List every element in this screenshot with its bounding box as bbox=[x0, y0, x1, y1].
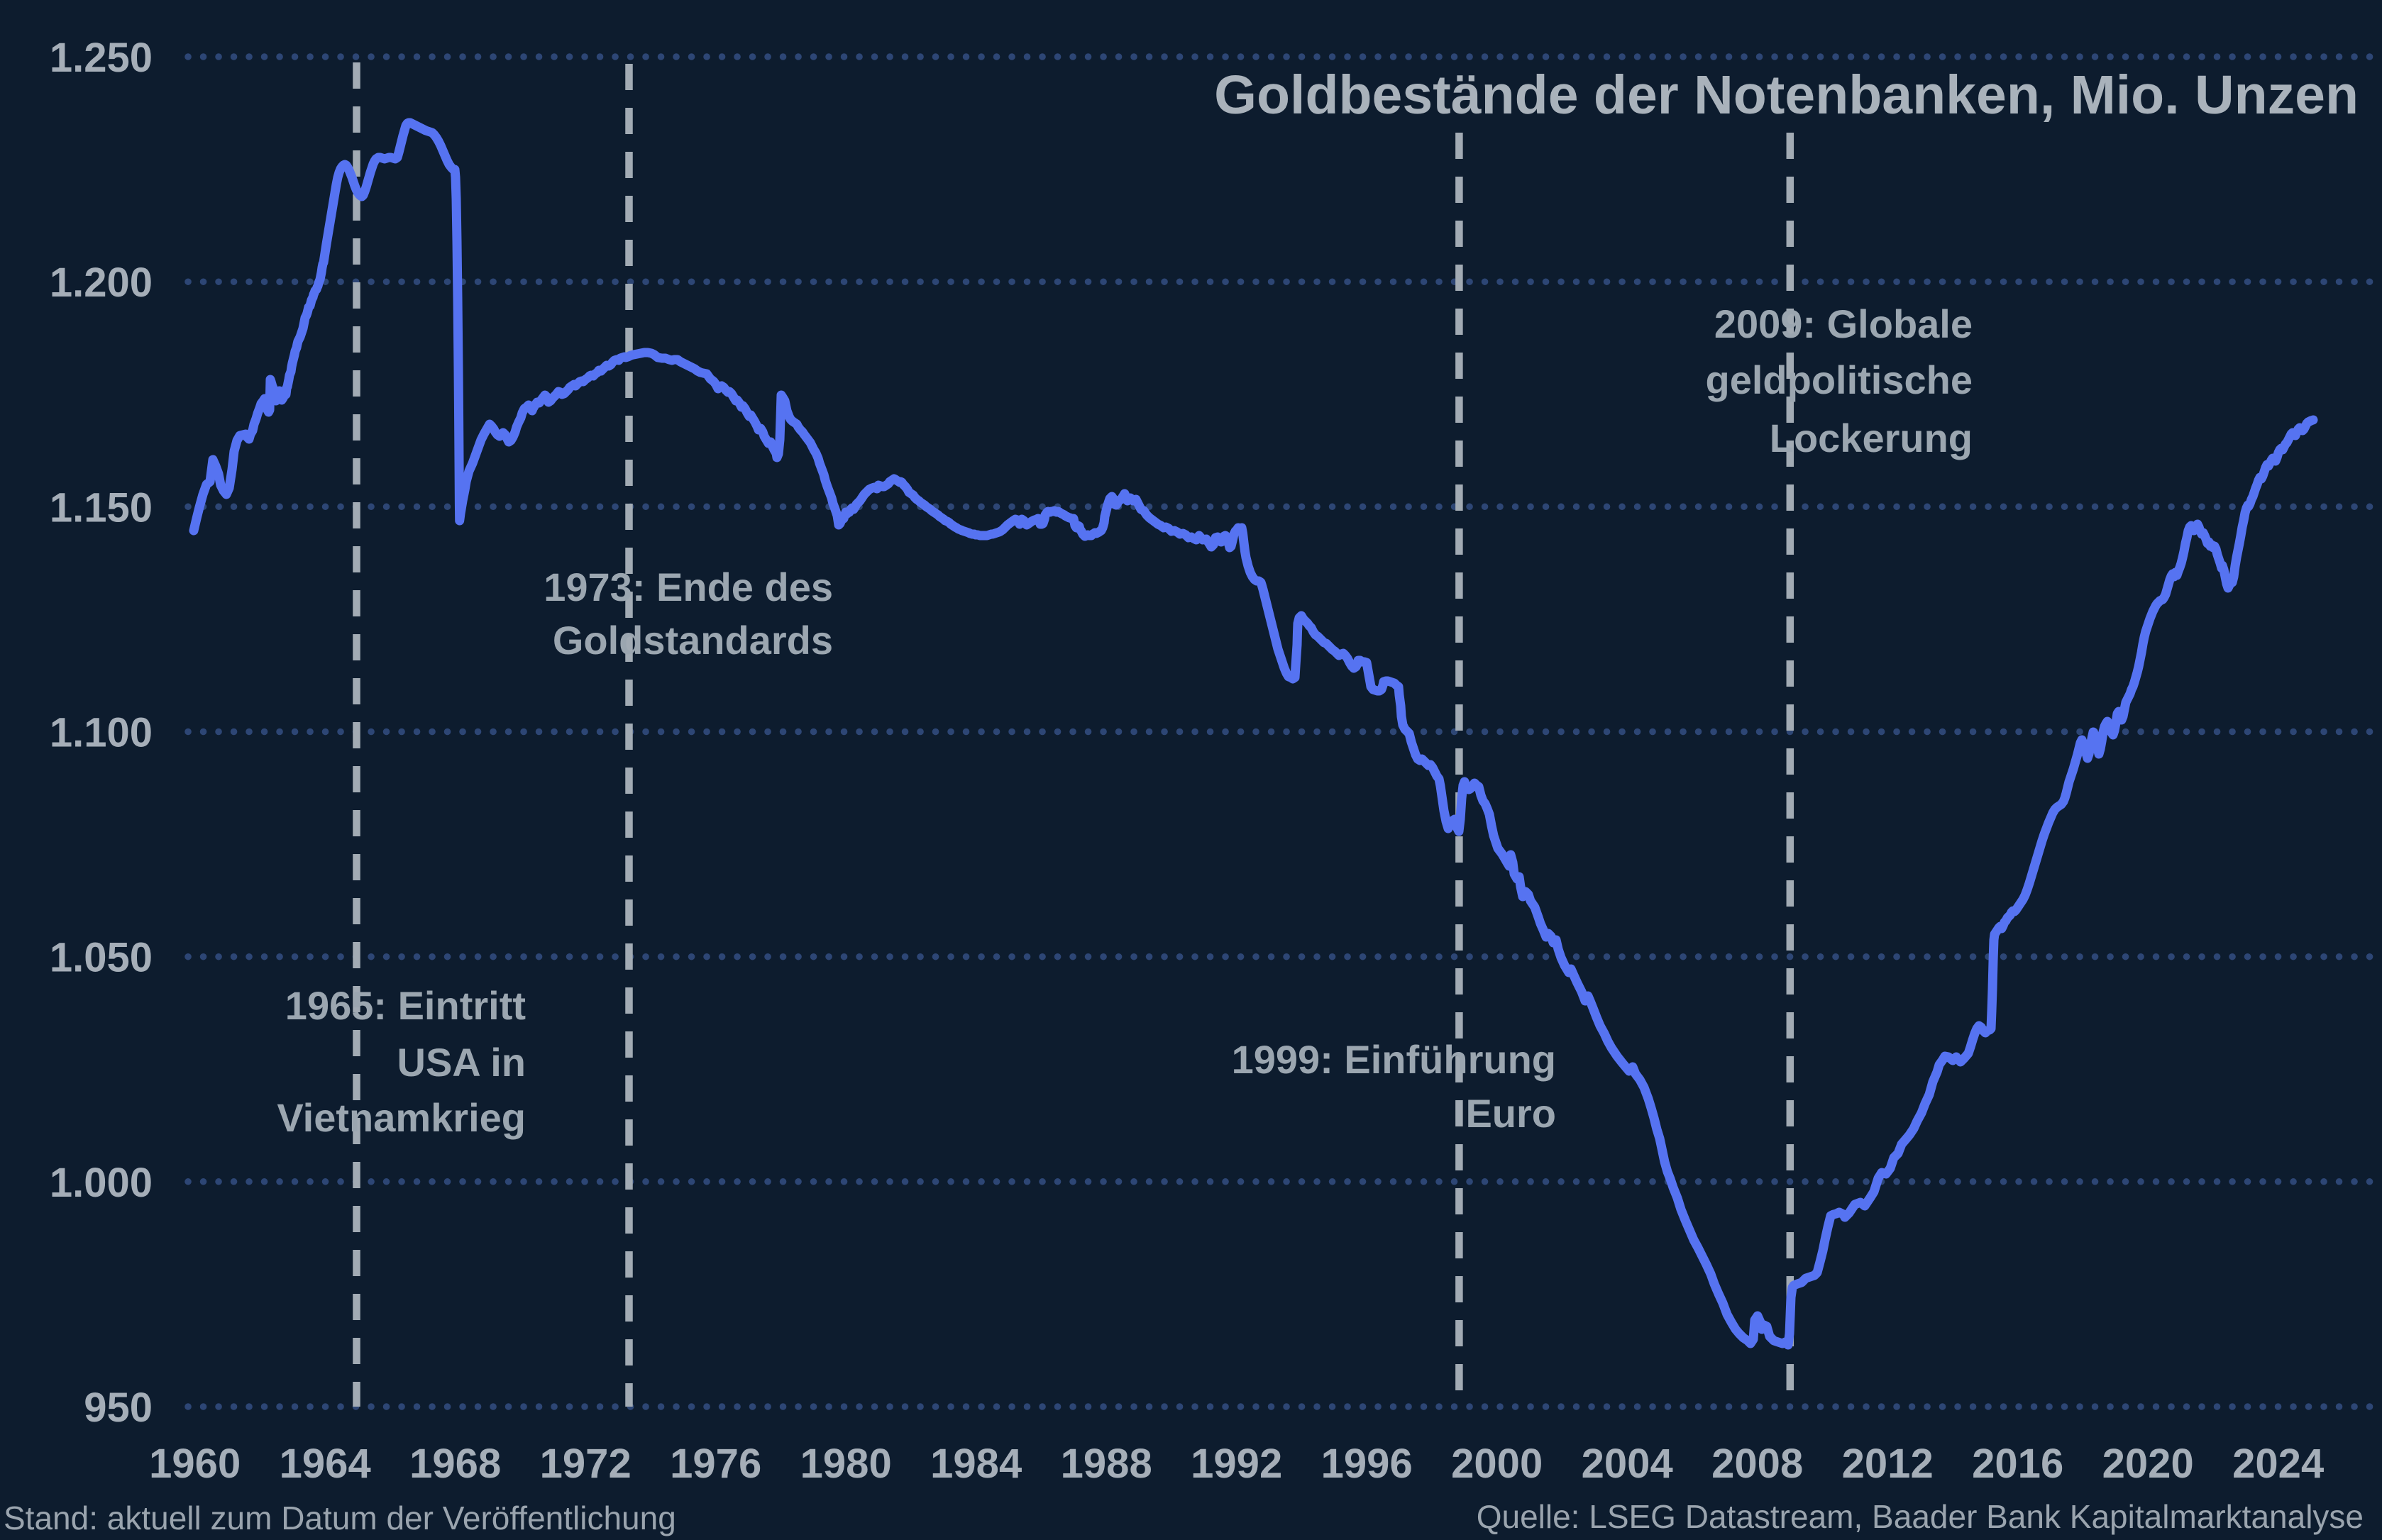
svg-text:2008: 2008 bbox=[1711, 1441, 1803, 1487]
svg-text:2004: 2004 bbox=[1582, 1441, 1673, 1487]
svg-text:1.250: 1.250 bbox=[50, 35, 153, 81]
svg-text:Goldstandards: Goldstandards bbox=[553, 618, 833, 663]
svg-text:USA in: USA in bbox=[397, 1040, 526, 1085]
svg-text:1988: 1988 bbox=[1061, 1441, 1152, 1487]
svg-text:1976: 1976 bbox=[670, 1441, 761, 1487]
svg-text:2000: 2000 bbox=[1451, 1441, 1543, 1487]
svg-text:Quelle: LSEG Datastream, Baade: Quelle: LSEG Datastream, Baader Bank Kap… bbox=[1477, 1498, 2364, 1535]
svg-text:Lockerung: Lockerung bbox=[1770, 416, 1973, 460]
svg-text:1.100: 1.100 bbox=[50, 710, 153, 756]
svg-text:Euro: Euro bbox=[1465, 1091, 1556, 1136]
svg-text:1973: Ende des: 1973: Ende des bbox=[544, 565, 833, 609]
svg-text:1996: 1996 bbox=[1321, 1441, 1413, 1487]
svg-text:2016: 2016 bbox=[1972, 1441, 2063, 1487]
svg-text:1980: 1980 bbox=[800, 1441, 892, 1487]
svg-text:1999: Einführung: 1999: Einführung bbox=[1232, 1037, 1556, 1082]
svg-text:1984: 1984 bbox=[930, 1441, 1022, 1487]
svg-text:2009: Globale: 2009: Globale bbox=[1714, 301, 1973, 346]
svg-text:1968: 1968 bbox=[409, 1441, 501, 1487]
svg-text:1964: 1964 bbox=[280, 1441, 371, 1487]
svg-text:1965: Eintritt: 1965: Eintritt bbox=[285, 983, 526, 1028]
svg-text:Goldbestände der Notenbanken,: Goldbestände der Notenbanken, Mio. Unzen bbox=[1214, 65, 2359, 126]
svg-text:2012: 2012 bbox=[1842, 1441, 1934, 1487]
svg-text:1.050: 1.050 bbox=[50, 935, 153, 981]
svg-text:1992: 1992 bbox=[1191, 1441, 1282, 1487]
svg-text:1.150: 1.150 bbox=[50, 484, 153, 531]
svg-text:2024: 2024 bbox=[2232, 1441, 2324, 1487]
svg-text:1960: 1960 bbox=[149, 1441, 241, 1487]
svg-text:geldpolitische: geldpolitische bbox=[1706, 358, 1973, 402]
svg-text:Vietnamkrieg: Vietnamkrieg bbox=[277, 1095, 526, 1140]
svg-text:2020: 2020 bbox=[2102, 1441, 2194, 1487]
svg-text:1.200: 1.200 bbox=[50, 260, 153, 306]
svg-text:950: 950 bbox=[84, 1385, 153, 1431]
svg-text:Stand: aktuell zum Datum der V: Stand: aktuell zum Datum der Veröffentli… bbox=[4, 1500, 676, 1536]
svg-text:1.000: 1.000 bbox=[50, 1160, 153, 1206]
svg-text:1972: 1972 bbox=[540, 1441, 632, 1487]
